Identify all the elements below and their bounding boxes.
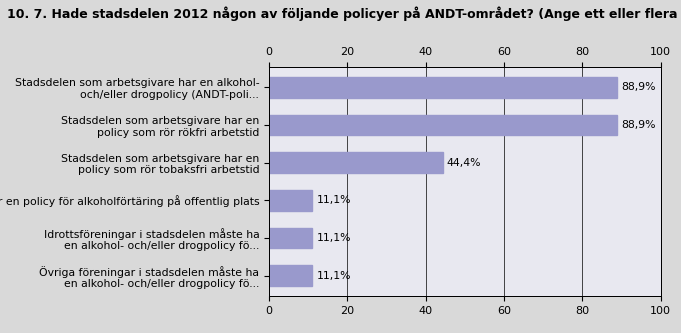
Text: 11,1%: 11,1%	[317, 233, 351, 243]
Bar	[269, 115, 617, 136]
Text: 11,1%: 11,1%	[317, 271, 351, 281]
Bar	[269, 152, 443, 173]
Bar	[269, 77, 617, 98]
Text: 44,4%: 44,4%	[447, 158, 481, 168]
Text: 88,9%: 88,9%	[621, 82, 656, 92]
Text: 10. 7. Hade stadsdelen 2012 någon av följande policyer på ANDT-området? (Ange et: 10. 7. Hade stadsdelen 2012 någon av föl…	[7, 7, 681, 21]
Bar	[269, 265, 313, 286]
Text: 88,9%: 88,9%	[621, 120, 656, 130]
Bar	[269, 227, 313, 248]
Text: 11,1%: 11,1%	[317, 195, 351, 205]
Bar	[269, 190, 313, 211]
